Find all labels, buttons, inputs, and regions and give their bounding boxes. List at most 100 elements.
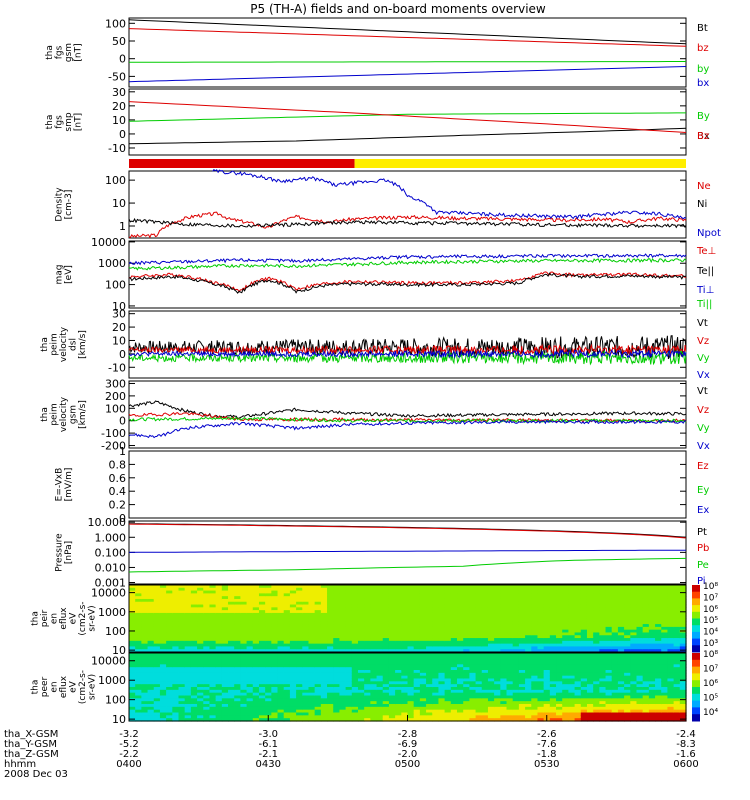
heatmap-cell — [438, 706, 446, 711]
heatmap-cell — [234, 635, 241, 639]
heatmap-cell — [661, 684, 669, 688]
heatmap-cell — [197, 618, 204, 622]
heatmap-cell — [141, 655, 149, 660]
heatmap-cell — [450, 615, 458, 620]
heatmap-cell — [506, 664, 514, 668]
heatmap-cell — [184, 653, 192, 657]
heatmap-cell — [419, 712, 427, 716]
heatmap-cell — [271, 695, 279, 699]
heatmap-cell — [537, 718, 545, 722]
heatmap-cell — [351, 712, 359, 716]
heatmap-cell — [432, 596, 440, 600]
heatmap-cell — [562, 612, 570, 617]
heatmap-cell — [166, 667, 173, 671]
heatmap-cell — [129, 681, 136, 685]
heatmap-cell — [506, 684, 514, 688]
heatmap-cell — [494, 585, 501, 589]
heatmap-cell — [673, 704, 681, 708]
heatmap-cell — [184, 709, 192, 714]
heatmap-cell — [364, 672, 371, 677]
heatmap-cell — [277, 624, 285, 628]
heatmap-cell — [642, 593, 650, 597]
heatmap-cell — [401, 615, 409, 620]
heatmap-cell — [549, 621, 557, 625]
heatmap-cell — [624, 601, 631, 606]
heatmap-cell — [215, 629, 223, 634]
heatmap-cell — [531, 678, 539, 682]
heatmap-cell — [283, 712, 291, 716]
heatmap-cell — [407, 658, 415, 663]
heatmap-cell — [184, 695, 192, 699]
colorbar-segment — [692, 700, 700, 708]
heatmap-cell — [624, 687, 631, 691]
heatmap-cell — [351, 596, 359, 600]
heatmap-cell — [624, 704, 631, 708]
heatmap-cell — [624, 684, 631, 688]
heatmap-cell — [252, 618, 260, 622]
heatmap-cell — [203, 587, 211, 592]
heatmap-cell — [586, 632, 594, 636]
y-tick-label: 10 — [112, 713, 126, 726]
heatmap-cell — [333, 598, 341, 603]
heatmap-cell — [580, 646, 588, 650]
heatmap-cell — [252, 635, 260, 639]
heatmap-cell — [475, 612, 483, 617]
heatmap-cell — [203, 653, 211, 657]
heatmap-cell — [667, 596, 675, 600]
heatmap-cell — [574, 670, 582, 674]
heatmap-cell — [419, 610, 427, 614]
heatmap-cell — [407, 684, 415, 688]
heatmap-cell — [506, 715, 514, 719]
heatmap-cell — [221, 698, 229, 702]
heatmap-cell — [586, 718, 594, 722]
heatmap-cell — [333, 706, 341, 711]
heatmap-cell — [228, 596, 235, 600]
heatmap-cell — [580, 629, 588, 634]
heatmap-cell — [283, 681, 291, 685]
heatmap-cell — [568, 635, 576, 639]
heatmap-cell — [258, 704, 266, 708]
heatmap-cell — [661, 638, 669, 642]
heatmap-cell — [277, 596, 285, 600]
heatmap-cell — [190, 715, 198, 719]
heatmap-cell — [648, 593, 656, 597]
heatmap-cell — [580, 681, 588, 685]
heatmap-cell — [333, 718, 341, 722]
heatmap-cell — [234, 590, 241, 594]
heatmap-cell — [568, 704, 576, 708]
heatmap-cell — [413, 692, 421, 697]
heatmap-cell — [228, 704, 235, 708]
y-axis-label: en — [50, 613, 60, 624]
heatmap-cell — [568, 626, 576, 631]
heatmap-cell — [617, 715, 625, 719]
heatmap-cell — [246, 672, 254, 677]
heatmap-cell — [611, 678, 619, 682]
heatmap-cell — [506, 709, 514, 714]
heatmap-cell — [166, 670, 173, 674]
heatmap-cell — [388, 672, 396, 677]
heatmap-cell — [494, 655, 501, 660]
heatmap-cell — [339, 607, 347, 611]
heatmap-cell — [320, 615, 328, 620]
heatmap-cell — [586, 590, 594, 594]
heatmap-cell — [531, 604, 539, 608]
heatmap-cell — [475, 618, 483, 622]
heatmap-cell — [580, 596, 588, 600]
heatmap-cell — [166, 672, 173, 677]
heatmap-cell — [469, 635, 477, 639]
heatmap-cell — [487, 610, 495, 614]
heatmap-cell — [599, 701, 607, 705]
heatmap-cell — [481, 615, 489, 620]
heatmap-cell — [648, 596, 656, 600]
heatmap-cell — [419, 706, 427, 711]
heatmap-cell — [135, 655, 142, 660]
heatmap-cell — [549, 640, 557, 645]
heatmap-cell — [246, 593, 254, 597]
heatmap-cell — [518, 689, 526, 694]
heatmap-cell — [228, 692, 235, 697]
heatmap-cell — [129, 596, 136, 600]
heatmap-cell — [556, 653, 563, 657]
heatmap-cell — [525, 672, 532, 677]
heatmap-cell — [289, 687, 297, 691]
heatmap-cell — [153, 675, 161, 680]
